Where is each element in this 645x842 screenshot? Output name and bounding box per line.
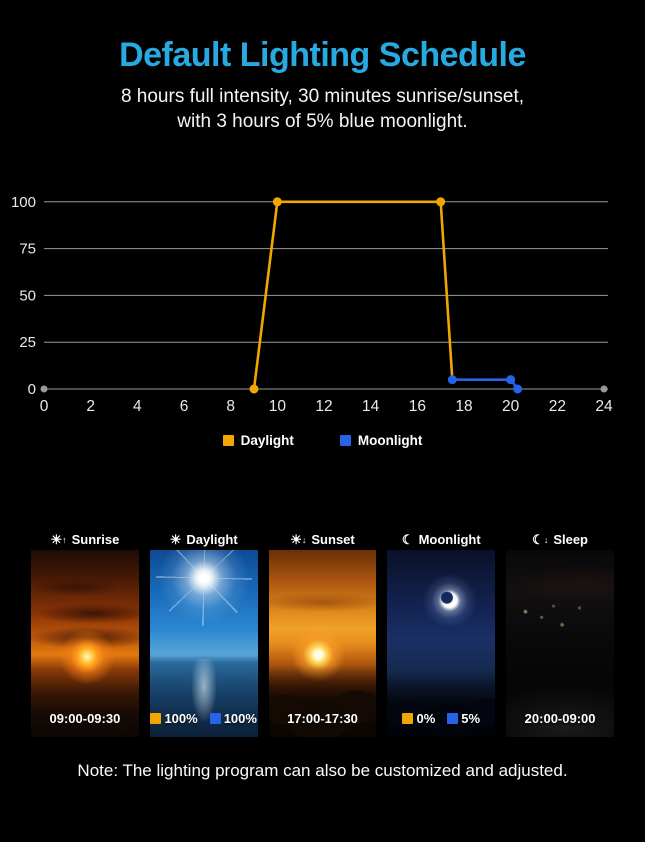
moonlight-channel-level: 100%	[209, 711, 257, 727]
panel-daylight: ☀ Daylight 100% 100%	[149, 528, 258, 738]
y-tick-label-25: 25	[19, 334, 36, 351]
axis-endpoint-marker	[40, 385, 48, 393]
x-tick-label-18: 18	[455, 398, 472, 415]
sun-icon: ☀	[169, 531, 182, 547]
panel-moonlight-label: Moonlight	[418, 531, 481, 547]
x-tick-label-16: 16	[409, 398, 426, 415]
daylight-channel-swatch	[150, 713, 162, 725]
daylight-channel-swatch	[402, 713, 414, 725]
y-tick-label-75: 75	[19, 241, 36, 258]
subtitle-line-2: with 3 hours of 5% blue moonlight.	[177, 111, 468, 133]
legend-item-moonlight: Moonlight	[339, 433, 423, 449]
moon-icon: ☾	[401, 531, 414, 547]
axis-endpoint-marker	[600, 385, 608, 393]
moonlight-color-swatch	[339, 435, 351, 447]
lighting-schedule-chart: 0 25 50 75 100 0 2 4 6 8 10 12 14 16 18 20 22 24 Daylight…	[0, 184, 645, 448]
panel-sunset: ☀ ↓ Sunset 17:00-17:30	[268, 528, 377, 738]
moonlight-channel-value: 100%	[223, 711, 257, 727]
chart-legend: Daylight Moonlight	[0, 433, 645, 448]
series-point-moonlight	[513, 384, 523, 394]
subtitle-line-1: 8 hours full intensity, 30 minutes sunri…	[120, 86, 525, 107]
sunset-photo: 17:00-17:30	[268, 550, 377, 738]
phase-panels: ☀ ↑ Sunrise 09:00-09:30 ☀ Daylight 100% 1…	[31, 528, 614, 738]
moonlight-channel-swatch	[209, 713, 221, 725]
panel-sunrise: ☀ ↑ Sunrise 09:00-09:30	[31, 528, 139, 738]
x-tick-label-4: 4	[133, 398, 142, 415]
x-tick-label-0: 0	[40, 398, 49, 415]
x-tick-label-2: 2	[86, 398, 95, 415]
sunset-time-range: 17:00-17:30	[287, 711, 358, 727]
series-point-daylight	[272, 197, 282, 207]
x-tick-label-24: 24	[595, 398, 613, 415]
panel-moonlight: ☾ Moonlight 0% 5%	[387, 528, 496, 738]
daylight-photo: 100% 100%	[149, 550, 258, 738]
y-tick-label-50: 50	[19, 288, 36, 305]
daylight-channel-value: 0%	[416, 711, 436, 727]
panel-sunset-label: Sunset	[311, 531, 355, 547]
series-point-daylight	[249, 384, 259, 394]
x-tick-label-8: 8	[226, 398, 235, 415]
y-tick-label-0: 0	[28, 381, 36, 398]
daylight-channel-level: 100%	[150, 711, 198, 727]
daylight-color-swatch	[222, 435, 234, 447]
panel-sleep: ☾ ↓ Sleep 20:00-09:00	[506, 528, 614, 738]
moonlight-channel-level: 5%	[447, 711, 480, 726]
page-title: Default Lighting Schedule	[119, 36, 526, 74]
x-tick-label-22: 22	[549, 398, 566, 415]
legend-daylight-label: Daylight	[240, 433, 294, 449]
series-line-daylight	[252, 200, 454, 391]
sunrise-photo: 09:00-09:30	[31, 550, 139, 738]
panel-moonlight-header: ☾ Moonlight	[387, 528, 495, 550]
panel-sunset-header: ☀ ↓ Sunset	[269, 528, 377, 550]
moonlight-intensity-levels: 0% 5%	[387, 711, 495, 726]
sleep-moon-icon: ☾ ↓	[532, 531, 549, 547]
series-point-moonlight	[506, 375, 516, 385]
daylight-channel-value: 100%	[164, 711, 198, 727]
panel-sleep-label: Sleep	[553, 531, 588, 547]
moonlight-channel-value: 5%	[461, 711, 481, 727]
panel-sleep-header: ☾ ↓ Sleep	[506, 528, 614, 550]
panel-daylight-header: ☀ Daylight	[150, 528, 258, 550]
series-point-moonlight	[447, 375, 457, 385]
x-tick-label-14: 14	[362, 398, 380, 415]
legend-item-daylight: Daylight	[222, 433, 294, 449]
daylight-intensity-levels: 100% 100%	[150, 711, 258, 726]
legend-moonlight-label: Moonlight	[357, 433, 423, 449]
sleep-photo: 20:00-09:00	[506, 550, 614, 738]
sunrise-icon: ☀ ↑	[50, 531, 67, 547]
x-tick-label-10: 10	[269, 398, 287, 415]
sleep-time-range: 20:00-09:00	[524, 711, 596, 727]
y-tick-label-100: 100	[11, 194, 36, 211]
series-point-daylight	[436, 197, 446, 207]
x-tick-label-6: 6	[180, 398, 189, 415]
moonlight-channel-swatch	[447, 713, 459, 725]
panel-daylight-label: Daylight	[186, 531, 238, 547]
x-tick-label-12: 12	[315, 398, 332, 415]
panel-sunrise-label: Sunrise	[71, 531, 120, 547]
x-tick-label-20: 20	[502, 398, 520, 415]
sunset-icon: ☀ ↓	[290, 531, 307, 547]
daylight-channel-level: 0%	[402, 711, 435, 726]
sunrise-time-range: 09:00-09:30	[49, 711, 121, 727]
panel-sunrise-header: ☀ ↑ Sunrise	[31, 528, 139, 550]
page-subtitle: 8 hours full intensity, 30 minutes sunri…	[0, 84, 645, 134]
note-text: Note: The lighting program can also be c…	[77, 761, 568, 781]
moonlight-photo: 0% 5%	[387, 550, 496, 738]
